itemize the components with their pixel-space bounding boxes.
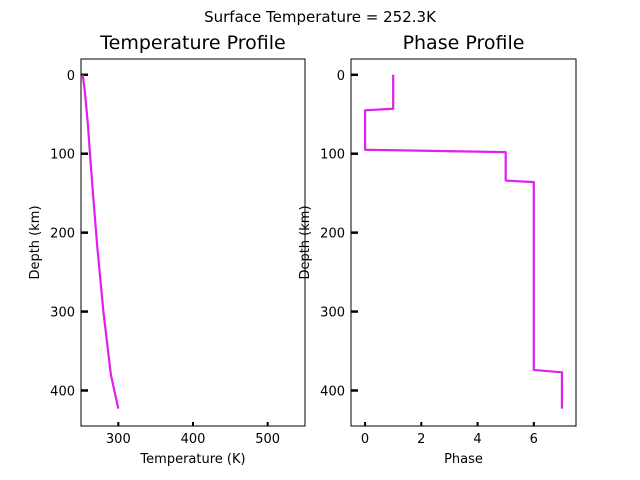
- x-tick-label: 400: [181, 432, 206, 447]
- phase-profile-panel: Phase Profile 0 2 4 6 0 100 200 300 400 Phase Depth…: [298, 32, 577, 467]
- x-tick-label: 0: [361, 432, 369, 447]
- y-tick-label: 200: [320, 227, 345, 242]
- x-tick-label: 4: [473, 432, 481, 447]
- figure-suptitle: Surface Temperature = 252.3K: [204, 8, 437, 26]
- y-axis-label: Depth (km): [28, 205, 43, 279]
- y-tick-label: 400: [50, 384, 75, 399]
- y-tick-label: 100: [50, 148, 75, 163]
- y-tick-label: 300: [320, 306, 345, 321]
- y-tick-label: 300: [50, 306, 75, 321]
- y-tick-label: 0: [67, 69, 75, 84]
- axes-frame: [350, 58, 577, 427]
- panel-title: Temperature Profile: [99, 32, 285, 54]
- series-line: [363, 74, 564, 409]
- y-tick-label: 0: [337, 69, 345, 84]
- x-axis-label: Phase: [444, 452, 483, 467]
- y-tick-label: 400: [320, 384, 345, 399]
- x-axis-label: Temperature (K): [139, 452, 245, 467]
- x-tick-label: 300: [106, 432, 131, 447]
- series-line: [81, 74, 120, 409]
- x-tick-label: 2: [417, 432, 425, 447]
- panel-title: Phase Profile: [403, 32, 525, 54]
- axes-frame: [80, 58, 306, 427]
- temperature-profile-panel: Temperature Profile 300 400 500 0 100 200 300 40…: [28, 32, 306, 467]
- y-axis-label: Depth (km): [298, 205, 313, 279]
- y-tick-label: 200: [50, 227, 75, 242]
- x-tick-label: 500: [255, 432, 280, 447]
- y-tick-label: 100: [320, 148, 345, 163]
- x-tick-label: 6: [530, 432, 538, 447]
